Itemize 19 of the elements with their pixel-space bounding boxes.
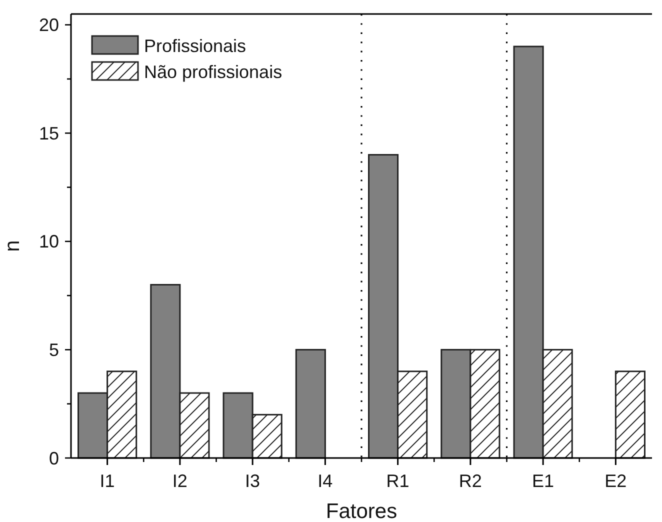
x-tick-label: E2: [604, 471, 627, 491]
legend-label: Não profissionais: [144, 62, 282, 82]
y-tick-label: 20: [38, 15, 59, 36]
x-tick-label: I3: [245, 471, 260, 491]
y-tick-label: 0: [48, 448, 59, 468]
x-tick-label: I4: [318, 471, 333, 491]
legend-label: Profissionais: [144, 36, 246, 56]
bar: [614, 370, 646, 459]
x-tick-label: I1: [100, 471, 115, 491]
y-tick-label: 5: [48, 340, 59, 360]
y-tick-label: 10: [38, 232, 59, 252]
y-axis-title: n: [1, 240, 24, 252]
x-tick-label: R1: [386, 471, 410, 491]
x-tick-label: E1: [532, 471, 554, 491]
bar: [295, 348, 326, 459]
x-axis-title: Fatores: [326, 500, 398, 522]
x-tick-label: I2: [172, 471, 188, 491]
x-tick-label: R2: [458, 471, 482, 491]
y-tick-label: 15: [38, 123, 59, 144]
